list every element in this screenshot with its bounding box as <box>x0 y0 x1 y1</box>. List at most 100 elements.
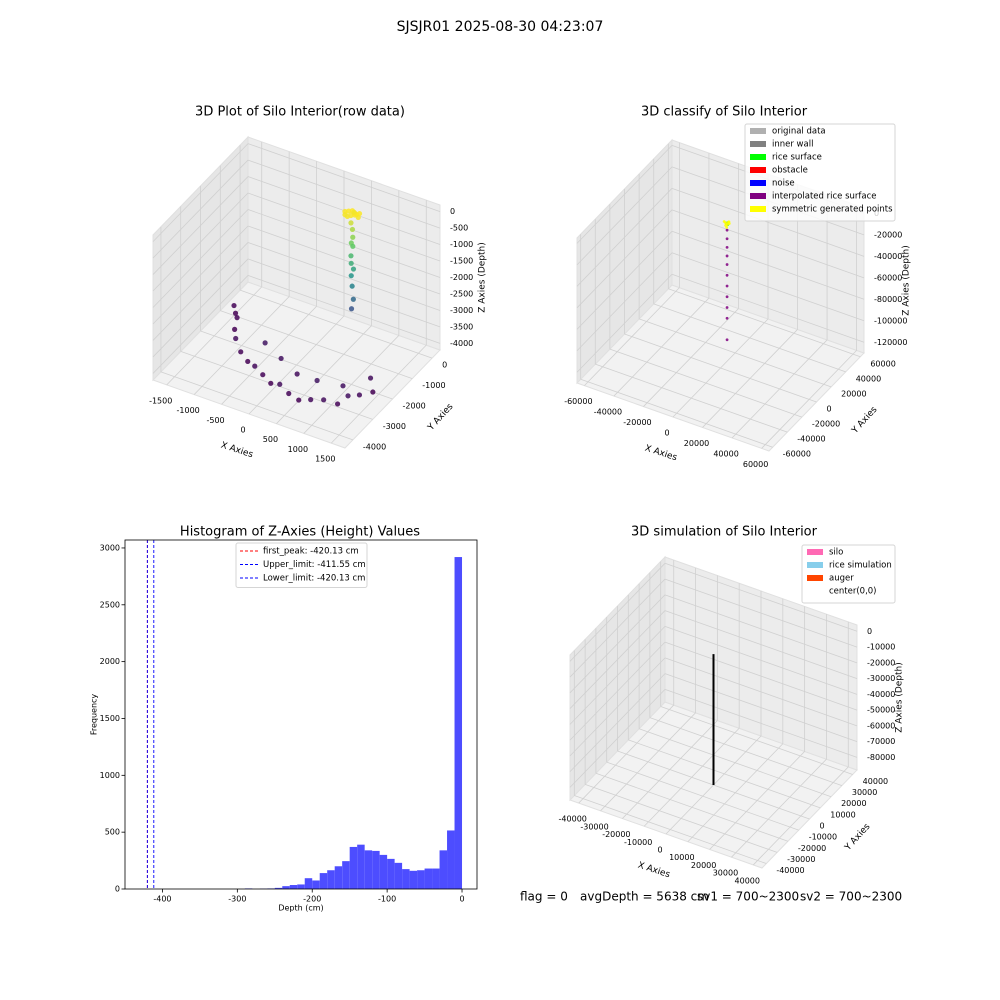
grid-line <box>576 252 673 352</box>
x-tick-label: -1000 <box>177 406 200 415</box>
point <box>260 372 266 378</box>
bar <box>364 850 373 889</box>
legend-box <box>744 123 896 222</box>
point <box>268 380 274 386</box>
point <box>286 390 292 397</box>
point <box>350 266 357 272</box>
bar <box>394 862 403 889</box>
bar <box>312 880 320 889</box>
x-tick-label: 30000 <box>713 869 738 878</box>
grid-line <box>671 252 865 322</box>
grid-line <box>671 273 865 343</box>
bar <box>379 854 388 889</box>
point <box>314 377 320 384</box>
x-tick-label: -20000 <box>602 830 630 839</box>
point <box>308 397 314 403</box>
z-tick-label: -80000 <box>867 753 895 762</box>
x-tick-label: -400 <box>153 895 171 904</box>
x-tick-label: -200 <box>303 895 321 904</box>
z-axis-label: Z Axies (Depth) <box>478 242 488 313</box>
legend-swatch <box>807 575 823 581</box>
z-tick-label: -40000 <box>874 252 902 261</box>
x-tick-label: -10000 <box>624 838 652 847</box>
bar <box>357 844 365 889</box>
grid-line <box>664 641 858 711</box>
y-axis-label: Frequency <box>90 694 99 736</box>
grid-line <box>200 330 393 400</box>
y-tick-label: 2000 <box>100 657 120 666</box>
grid-line <box>576 145 673 244</box>
grid-line <box>152 242 249 341</box>
point <box>296 397 302 403</box>
chart-title: 3D simulation of Silo Interior <box>631 525 818 540</box>
point <box>725 228 729 232</box>
point <box>334 401 341 407</box>
grid-line <box>152 159 249 259</box>
point <box>262 340 268 346</box>
x-tick-label: -30000 <box>580 822 608 831</box>
axes-frame <box>124 539 478 890</box>
legend-label: inner wall <box>772 140 813 150</box>
grid-line <box>664 625 858 695</box>
x-axis-label: Depth (cm) <box>278 904 323 913</box>
legend-label: first_peak: -420.13 cm <box>263 547 359 557</box>
grid-line <box>671 187 865 257</box>
y-tick-label: 40000 <box>863 777 888 786</box>
bar <box>342 861 350 889</box>
y-tick-label: 500 <box>105 828 120 837</box>
y-tick-label: 0 <box>827 405 832 414</box>
bar <box>387 858 395 889</box>
grid-line <box>247 242 441 311</box>
bar <box>282 886 290 889</box>
z-tick-label: -1500 <box>450 257 473 266</box>
grid-line <box>660 706 853 775</box>
grid-line <box>638 728 832 798</box>
grid-line <box>569 657 666 757</box>
z-tick-label: -50000 <box>867 706 895 715</box>
grid-line <box>664 610 858 679</box>
legend-swatch <box>750 128 766 134</box>
grid-line <box>239 289 433 359</box>
bar <box>274 887 283 889</box>
legend-label: interpolated rice surface <box>772 192 877 202</box>
x-tick-label: -500 <box>206 416 224 425</box>
x-tick-label: 40000 <box>735 876 760 885</box>
bar <box>319 873 328 889</box>
legend-swatch <box>750 206 766 212</box>
grid-line <box>220 310 413 379</box>
point <box>346 208 352 214</box>
point <box>232 310 239 316</box>
grid-line <box>664 578 858 648</box>
grid-line <box>609 348 803 418</box>
grid-line <box>664 689 858 758</box>
legend-label: rice surface <box>772 153 822 163</box>
y-tick-label: 30000 <box>852 788 877 797</box>
z-tick-label: -100000 <box>874 316 907 325</box>
grid-line <box>664 594 858 664</box>
y-tick-label: -40000 <box>797 435 825 444</box>
grid-line <box>180 351 373 420</box>
grid-line <box>569 610 666 709</box>
point <box>367 375 374 381</box>
y-tick-label: 0 <box>442 361 447 370</box>
point <box>727 222 731 225</box>
grid-line <box>569 641 666 741</box>
x-tick-label: 20000 <box>684 439 709 448</box>
grid-line <box>152 143 249 242</box>
legend-label: Lower_limit: -420.13 cm <box>263 574 365 584</box>
x-tick-label: 10000 <box>669 853 694 862</box>
y-tick-label: -60000 <box>783 450 811 459</box>
chart-title: 3D Plot of Silo Interior(row data) <box>195 105 405 120</box>
x-tick-label: -1500 <box>149 396 172 405</box>
bar <box>349 846 358 889</box>
z-tick-label: -70000 <box>867 737 895 746</box>
y-tick-label: 2500 <box>100 600 120 609</box>
x-tick-label: -20000 <box>623 418 651 427</box>
figure-title: SJSJR01 2025-08-30 04:23:07 <box>397 19 604 35</box>
y-tick-label: 0 <box>820 822 825 831</box>
point <box>294 371 300 377</box>
grid-line <box>628 739 821 809</box>
y-tick-label: -1000 <box>422 381 445 390</box>
grid-line <box>247 209 441 278</box>
legend-label: auger <box>829 574 854 584</box>
